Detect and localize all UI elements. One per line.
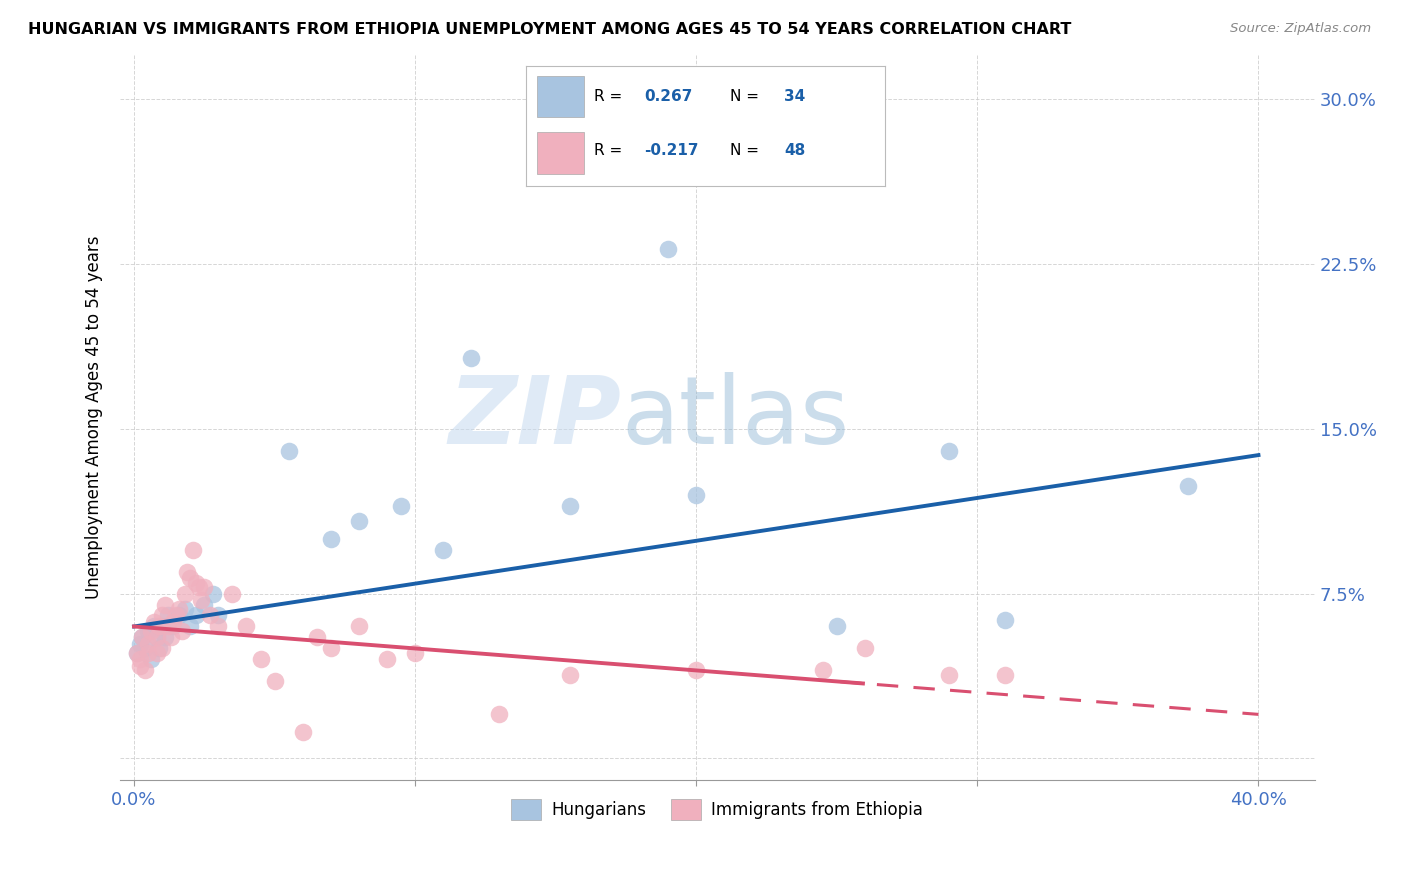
Point	[131, 631, 153, 645]
Point	[404, 646, 426, 660]
Point	[173, 586, 195, 600]
Point	[145, 631, 167, 645]
Point	[347, 619, 370, 633]
Point	[193, 598, 215, 612]
Point	[263, 674, 285, 689]
Point	[811, 664, 834, 678]
Point	[145, 646, 167, 660]
Point	[139, 624, 162, 638]
Point	[156, 608, 179, 623]
Point	[558, 499, 581, 513]
Point	[181, 542, 204, 557]
Point	[142, 615, 165, 629]
Text: atlas: atlas	[621, 372, 851, 464]
Point	[150, 619, 173, 633]
Point	[125, 646, 148, 660]
Point	[128, 637, 150, 651]
Point	[685, 664, 707, 678]
Point	[853, 641, 876, 656]
Point	[825, 619, 848, 633]
Point	[134, 664, 156, 678]
Point	[128, 652, 150, 666]
Point	[184, 575, 207, 590]
Point	[198, 608, 221, 623]
Point	[150, 608, 173, 623]
Point	[432, 542, 454, 557]
Point	[153, 631, 176, 645]
Point	[685, 488, 707, 502]
Point	[190, 593, 212, 607]
Point	[938, 443, 960, 458]
Point	[305, 631, 328, 645]
Point	[221, 586, 243, 600]
Point	[184, 608, 207, 623]
Point	[235, 619, 257, 633]
Point	[176, 565, 198, 579]
Point	[159, 631, 181, 645]
Point	[347, 514, 370, 528]
Point	[994, 668, 1017, 682]
Point	[938, 668, 960, 682]
Point	[187, 580, 209, 594]
Point	[165, 608, 187, 623]
Point	[136, 624, 159, 638]
Point	[319, 532, 342, 546]
Point	[277, 443, 299, 458]
Point	[994, 613, 1017, 627]
Point	[170, 624, 193, 638]
Legend: Hungarians, Immigrants from Ethiopia: Hungarians, Immigrants from Ethiopia	[505, 793, 929, 826]
Point	[139, 652, 162, 666]
Point	[136, 637, 159, 651]
Point	[162, 619, 184, 633]
Point	[558, 668, 581, 682]
Point	[207, 619, 229, 633]
Point	[249, 652, 271, 666]
Point	[319, 641, 342, 656]
Point	[179, 619, 201, 633]
Point	[136, 646, 159, 660]
Point	[657, 242, 679, 256]
Point	[125, 646, 148, 660]
Point	[173, 602, 195, 616]
Point	[179, 571, 201, 585]
Point	[162, 615, 184, 629]
Point	[128, 659, 150, 673]
Point	[153, 598, 176, 612]
Point	[614, 158, 637, 172]
Point	[488, 707, 510, 722]
Point	[167, 602, 190, 616]
Point	[148, 641, 170, 656]
Point	[375, 652, 398, 666]
Point	[389, 499, 412, 513]
Text: HUNGARIAN VS IMMIGRANTS FROM ETHIOPIA UNEMPLOYMENT AMONG AGES 45 TO 54 YEARS COR: HUNGARIAN VS IMMIGRANTS FROM ETHIOPIA UN…	[28, 22, 1071, 37]
Text: Source: ZipAtlas.com: Source: ZipAtlas.com	[1230, 22, 1371, 36]
Point	[131, 631, 153, 645]
Point	[134, 641, 156, 656]
Point	[291, 725, 314, 739]
Y-axis label: Unemployment Among Ages 45 to 54 years: Unemployment Among Ages 45 to 54 years	[86, 236, 103, 599]
Point	[156, 619, 179, 633]
Point	[150, 641, 173, 656]
Point	[201, 586, 224, 600]
Point	[193, 580, 215, 594]
Point	[460, 351, 482, 366]
Point	[1177, 479, 1199, 493]
Point	[207, 608, 229, 623]
Point	[145, 631, 167, 645]
Point	[142, 619, 165, 633]
Point	[148, 619, 170, 633]
Point	[167, 608, 190, 623]
Text: ZIP: ZIP	[449, 372, 621, 464]
